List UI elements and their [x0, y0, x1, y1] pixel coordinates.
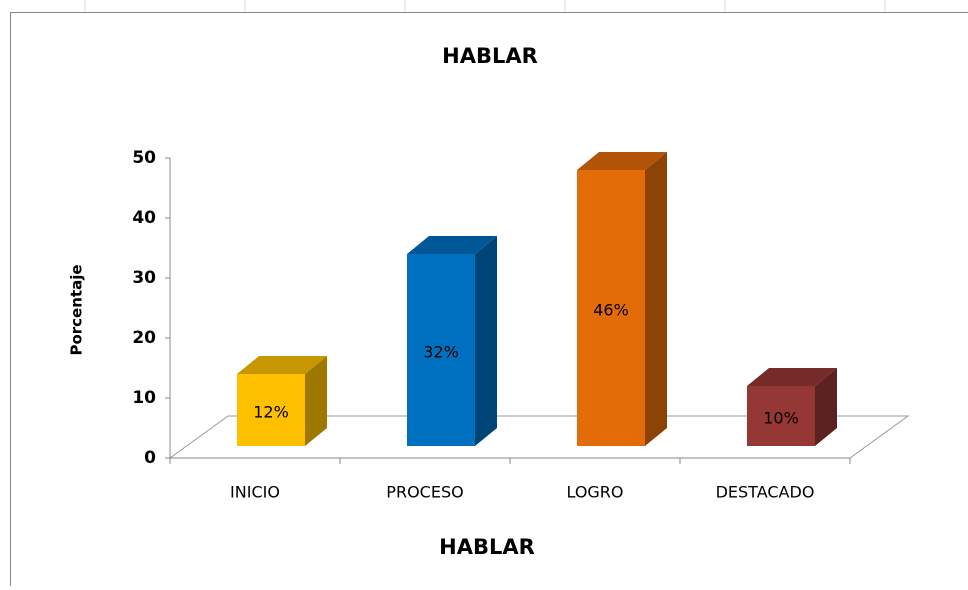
chart-title: HABLAR [442, 44, 538, 68]
bar-side [475, 236, 497, 446]
y-axis-title: Porcentaje [68, 264, 86, 355]
x-tick-label: LOGRO [566, 483, 623, 502]
x-tick-label: INICIO [230, 483, 280, 502]
y-tick-label: 30 [132, 268, 156, 288]
bar-side [645, 152, 667, 446]
x-tick-label: PROCESO [386, 483, 463, 502]
data-label: 12% [253, 403, 289, 422]
y-tick-label: 50 [132, 148, 156, 168]
data-label: 32% [423, 343, 459, 362]
y-tick-label: 40 [132, 208, 156, 228]
sheet-grid [85, 0, 885, 12]
x-axis-title: HABLAR [439, 535, 535, 559]
data-label: 46% [593, 301, 629, 320]
y-tick-label: 0 [144, 448, 156, 468]
y-tick-label: 20 [132, 328, 156, 348]
x-tick-label: DESTACADO [716, 483, 815, 502]
y-tick-label: 10 [132, 388, 156, 408]
data-label: 10% [763, 409, 799, 428]
